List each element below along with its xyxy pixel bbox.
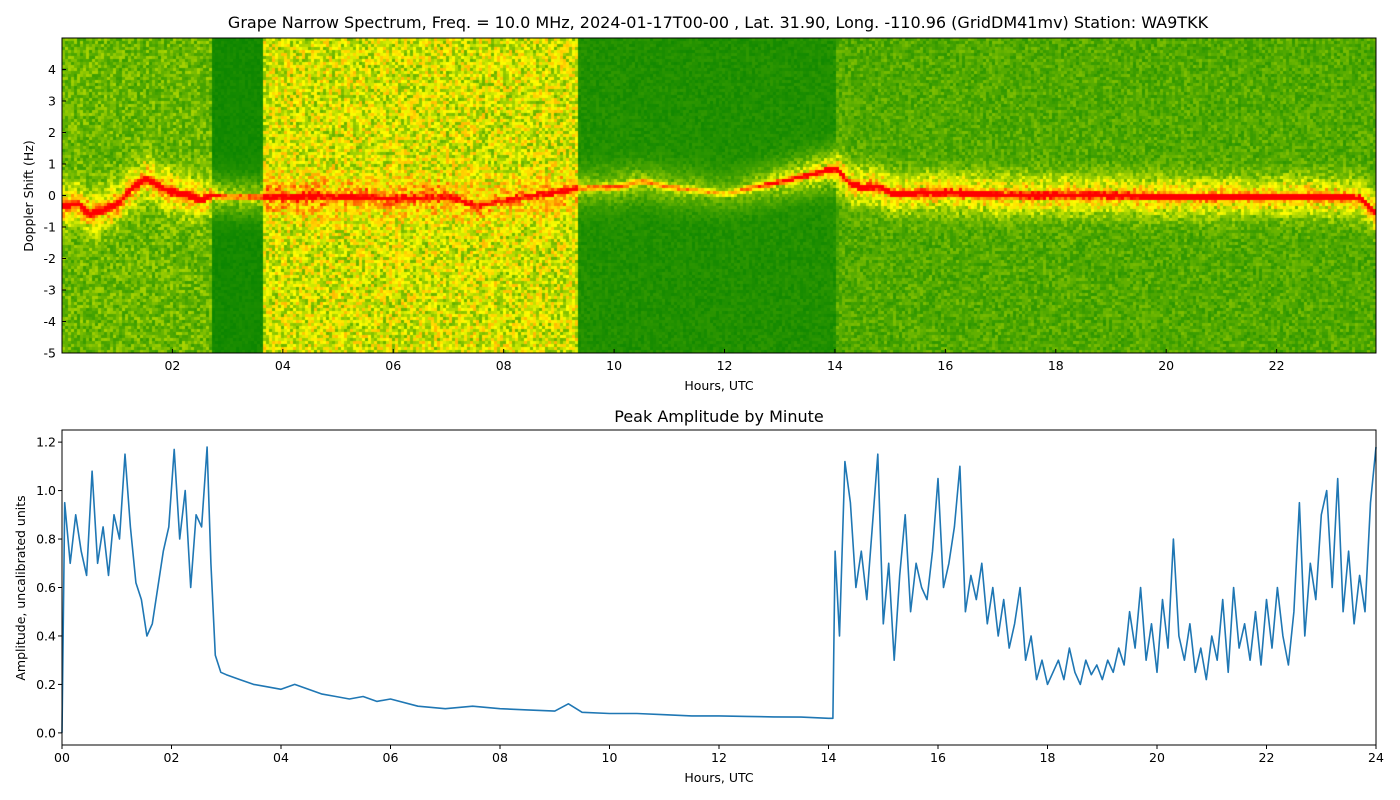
amplitude-series-line <box>61 446 1377 733</box>
amplitude-panel: Peak Amplitude by Minute 00 02 04 06 08 10 12 1… <box>13 407 1384 785</box>
spectrogram-y-label: Doppler Shift (Hz) <box>21 140 36 252</box>
amplitude-y-ticks: 0.0 0.2 0.4 0.6 0.8 1.0 1.2 <box>36 435 62 740</box>
amplitude-x-tick-label: 24 <box>1368 750 1384 765</box>
spectrogram-x-tick-label: 12 <box>717 358 733 373</box>
amplitude-x-label: Hours, UTC <box>684 770 754 785</box>
spectrogram-y-tick-label: 4 <box>48 62 56 77</box>
spectrogram-y-tick-label: 2 <box>48 125 56 140</box>
spectrogram-x-tick-label: 16 <box>937 358 953 373</box>
amplitude-y-tick-label: 0.2 <box>36 677 56 692</box>
amplitude-x-tick-label: 10 <box>602 750 618 765</box>
amplitude-y-tick-label: 1.2 <box>36 435 56 450</box>
spectrogram-x-tick-label: 04 <box>275 358 291 373</box>
spectrogram-y-tick-label: -1 <box>44 220 56 235</box>
amplitude-x-tick-label: 18 <box>1040 750 1056 765</box>
amplitude-y-tick-label: 0.6 <box>36 580 56 595</box>
spectrogram-image <box>62 38 1376 353</box>
amplitude-frame <box>61 429 1377 746</box>
spectrogram-x-tick-label: 02 <box>164 358 180 373</box>
amplitude-plot-area <box>61 446 1377 733</box>
amplitude-x-tick-label: 22 <box>1259 750 1275 765</box>
spectrogram-y-tick-label: -5 <box>44 346 56 361</box>
amplitude-x-tick-label: 14 <box>821 750 837 765</box>
amplitude-x-tick-label: 20 <box>1149 750 1165 765</box>
spectrogram-x-tick-label: 20 <box>1158 358 1174 373</box>
spectrogram-title: Grape Narrow Spectrum, Freq. = 10.0 MHz,… <box>228 13 1209 32</box>
spectrogram-y-tick-label: 0 <box>48 188 56 203</box>
spectrogram-y-ticks: -5 -4 -3 -2 -1 0 1 2 3 4 <box>44 62 66 361</box>
spectrogram-x-tick-label: 06 <box>385 358 401 373</box>
spectrogram-y-tick-label: 1 <box>48 157 56 172</box>
spectrogram-x-tick-label: 18 <box>1048 358 1064 373</box>
amplitude-x-tick-label: 16 <box>930 750 946 765</box>
amplitude-x-tick-label: 06 <box>383 750 399 765</box>
amplitude-x-tick-label: 02 <box>164 750 180 765</box>
spectrogram-x-tick-label: 10 <box>606 358 622 373</box>
spectrogram-x-tick-label: 14 <box>827 358 843 373</box>
amplitude-y-tick-label: 1.0 <box>36 483 56 498</box>
spectrogram-x-label: Hours, UTC <box>684 378 754 393</box>
amplitude-y-tick-label: 0.4 <box>36 628 56 643</box>
spectrogram-x-tick-label: 08 <box>496 358 512 373</box>
amplitude-x-tick-label: 12 <box>711 750 727 765</box>
amplitude-x-tick-label: 00 <box>54 750 70 765</box>
amplitude-title: Peak Amplitude by Minute <box>614 407 824 426</box>
spectrogram-y-tick-label: -2 <box>44 251 56 266</box>
spectrogram-raster <box>62 38 1376 353</box>
spectrogram-y-tick-label: -3 <box>44 283 56 298</box>
spectrogram-y-tick-label: 3 <box>48 94 56 109</box>
amplitude-y-tick-label: 0.0 <box>36 725 56 740</box>
amplitude-x-ticks: 00 02 04 06 08 10 12 14 16 18 20 22 24 <box>54 745 1384 765</box>
amplitude-y-label: Amplitude, uncalibrated units <box>13 495 28 680</box>
amplitude-x-tick-label: 04 <box>273 750 289 765</box>
spectrogram-panel: Grape Narrow Spectrum, Freq. = 10.0 MHz,… <box>21 13 1377 393</box>
spectrogram-y-tick-label: -4 <box>44 314 57 329</box>
amplitude-y-tick-label: 0.8 <box>36 532 56 547</box>
spectrogram-x-ticks: 02 04 06 08 10 12 14 16 18 20 22 <box>164 349 1285 373</box>
spectrogram-x-tick-label: 22 <box>1269 358 1285 373</box>
amplitude-x-tick-label: 08 <box>492 750 508 765</box>
